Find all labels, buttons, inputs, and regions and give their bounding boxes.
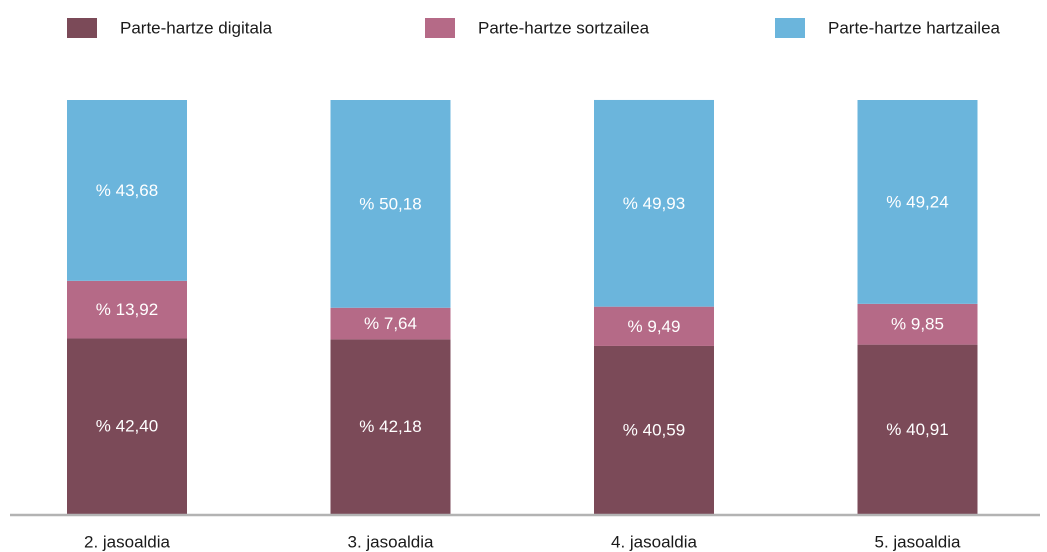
bar-segment (330, 339, 451, 514)
bar-segment (594, 99, 714, 307)
value-label: % 42,40 (96, 417, 158, 436)
bar-segment (330, 307, 451, 340)
bar-segment (594, 306, 714, 346)
legend-swatch (67, 18, 97, 38)
value-label: % 49,93 (623, 194, 685, 213)
legend-label: Parte-hartze sortzailea (478, 18, 650, 37)
bar-segment (857, 344, 978, 514)
value-label: % 50,18 (359, 194, 421, 213)
legend-swatch (775, 18, 805, 38)
legend-label: Parte-hartze digitala (120, 18, 273, 37)
value-label: % 13,92 (96, 300, 158, 319)
legend-swatch (425, 18, 455, 38)
value-label: % 49,24 (886, 192, 948, 211)
x-tick-label: 5. jasoaldia (874, 532, 961, 551)
legend-label: Parte-hartze hartzailea (828, 18, 1001, 37)
value-label: % 9,49 (628, 317, 681, 336)
value-label: % 9,85 (891, 315, 944, 334)
x-tick-label: 3. jasoaldia (347, 532, 434, 551)
bar-segment (330, 100, 451, 308)
bar-segment (857, 100, 978, 304)
bar-segment (67, 280, 187, 339)
bar-segment (857, 303, 978, 345)
value-label: % 7,64 (364, 314, 417, 333)
value-label: % 42,18 (359, 417, 421, 436)
x-tick-label: 2. jasoaldia (84, 532, 171, 551)
value-label: % 40,91 (886, 420, 948, 439)
x-tick-label: 4. jasoaldia (611, 532, 698, 551)
bar-segment (67, 338, 187, 514)
value-label: % 43,68 (96, 181, 158, 200)
value-label: % 40,59 (623, 420, 685, 439)
bar-segment (67, 100, 187, 281)
bar-segment (594, 345, 714, 514)
